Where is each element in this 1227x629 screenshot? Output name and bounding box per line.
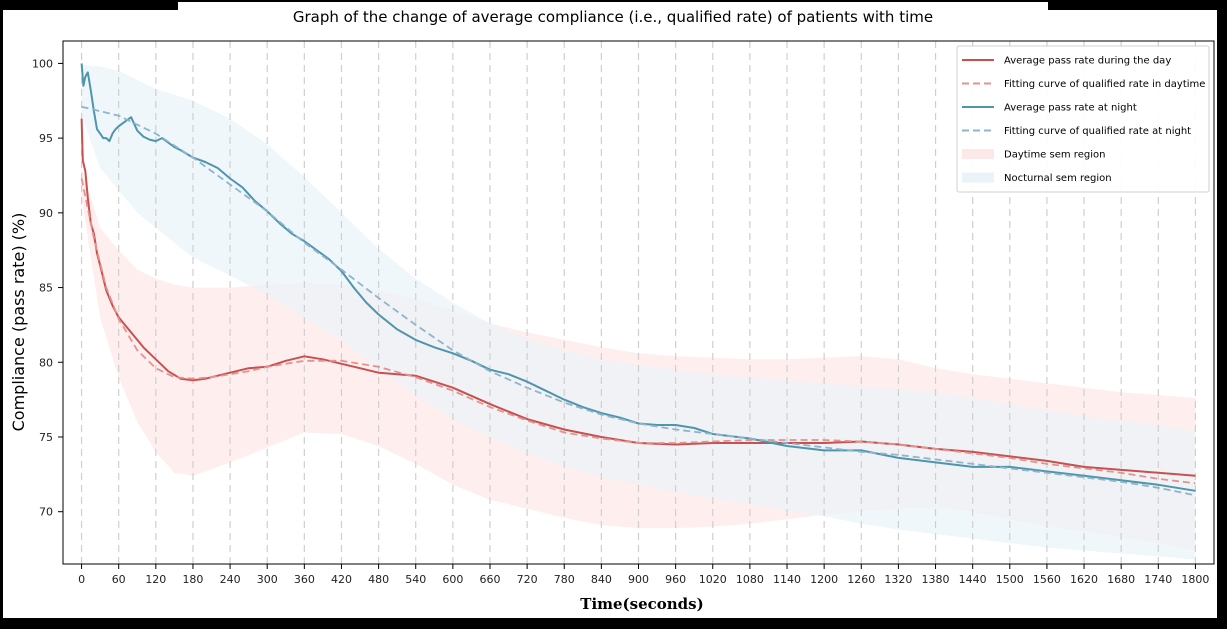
x-tick-label: 120	[145, 573, 166, 586]
y-tick-label: 85	[39, 282, 53, 295]
legend-label-5: Daytime sem region	[1004, 150, 1105, 161]
x-tick-label: 1740	[1144, 573, 1172, 586]
y-axis-title: Compliance (pass rate) (%)	[9, 213, 28, 432]
night-average-line	[80, 63, 1196, 492]
x-tick-label: 840	[591, 573, 612, 586]
night-fit-line	[81, 105, 1196, 497]
legend-box	[956, 45, 1210, 193]
x-tick-label: 720	[517, 573, 538, 586]
x-tick-label: 240	[220, 573, 241, 586]
x-axis-title: Time(seconds)	[580, 595, 703, 613]
legend-swatch-6	[962, 172, 994, 183]
x-tick-label: 1500	[996, 573, 1024, 586]
plot-root: 0 60 120 180 240 300 360 420 480 540 600 660 720 780 8…	[32, 40, 1215, 586]
x-tick-label: 180	[182, 573, 203, 586]
x-tick-label: 1620	[1070, 573, 1098, 586]
legend-label-1: Average pass rate during the day	[1004, 56, 1171, 67]
x-tick-label: 1380	[922, 573, 950, 586]
x-tick-label: 420	[331, 573, 352, 586]
sem-band-night	[81, 64, 1196, 560]
x-tick-label: 300	[257, 573, 278, 586]
x-tick-label: 1140	[773, 573, 801, 586]
x-tick-label: 1260	[847, 573, 875, 586]
x-tick-label: 960	[665, 573, 686, 586]
x-tick-label: 0	[78, 573, 85, 586]
x-tick-label: 540	[405, 573, 426, 586]
y-tick-label: 95	[39, 132, 53, 145]
y-tick-label: 75	[39, 431, 53, 444]
x-tick-label: 780	[554, 573, 575, 586]
x-tick-label: 1080	[736, 573, 764, 586]
legend-label-6: Nocturnal sem region	[1004, 173, 1112, 184]
x-tick-label: 1440	[959, 573, 987, 586]
y-tick-label: 100	[32, 57, 53, 70]
x-tick-label: 1800	[1181, 573, 1209, 586]
x-tick-label: 360	[294, 573, 315, 586]
title-box: Graph of the change of average complianc…	[178, 2, 1048, 32]
x-tick-label: 1560	[1033, 573, 1061, 586]
legend-label-4: Fitting curve of qualified rate at night	[1004, 126, 1191, 137]
x-tick-label: 900	[628, 573, 649, 586]
x-tick-label: 1320	[884, 573, 912, 586]
legend-swatch-5	[962, 149, 994, 159]
x-tick-label: 1200	[810, 573, 838, 586]
y-tick-label: 80	[39, 356, 53, 369]
x-tick-label: 60	[112, 573, 126, 586]
x-tick-label: 1680	[1107, 573, 1135, 586]
x-tick-label: 600	[442, 573, 463, 586]
x-tick-label: 1020	[699, 573, 727, 586]
legend-label-3: Average pass rate at night	[1004, 103, 1137, 114]
x-tick-label: 660	[479, 573, 500, 586]
legend-label-2: Fitting curve of qualified rate in dayti…	[1004, 79, 1205, 90]
y-tick-label: 70	[39, 506, 53, 519]
x-tick-label: 480	[368, 573, 389, 586]
y-tick-label: 90	[39, 207, 53, 220]
chart-title: Graph of the change of average complianc…	[292, 8, 934, 26]
